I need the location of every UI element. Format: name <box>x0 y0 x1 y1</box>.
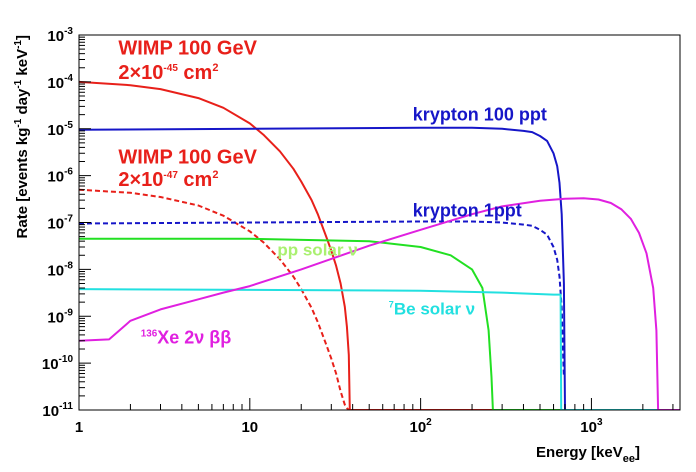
y-tick-label: 10-5 <box>47 120 73 139</box>
x-tick-label: 103 <box>580 417 603 436</box>
series-kr100-line <box>79 126 680 410</box>
series-xe136-line <box>79 197 680 410</box>
series-pp-line <box>79 237 680 410</box>
y-tick-label: 10-9 <box>47 307 73 326</box>
ticks-layer: 10-3 10-4 10-5 10-6 10-7 10-8 10-9 10-10 10-111 1… <box>42 26 674 436</box>
annotation-be7-label: 7Be solar ν <box>389 299 475 318</box>
series-layer <box>79 80 680 410</box>
x-axis-title: Energy [keVee] <box>536 444 640 465</box>
annotation-wimp47-label-2: 2×10-47 cm2 <box>118 169 218 191</box>
y-tick-label: 10-10 <box>42 354 74 373</box>
x-tick-label: 1 <box>75 419 83 436</box>
annotation-kr100-label: krypton 100 ppt <box>413 104 547 124</box>
y-tick-label: 10-8 <box>47 260 73 279</box>
annotation-wimp47-label-1: WIMP 100 GeV <box>118 147 257 169</box>
x-tick-label: 10 <box>241 419 258 436</box>
series-be7-line <box>79 288 680 410</box>
annotation-xe-label: 136Xe 2ν ββ <box>141 328 232 348</box>
y-tick-label: 10-6 <box>47 167 73 186</box>
y-tick-label: 10-3 <box>47 26 73 45</box>
annotation-pp-label: pp solar ν <box>277 240 357 259</box>
series-wimp45-line <box>79 80 680 410</box>
y-tick-label: 10-7 <box>47 214 73 233</box>
annotation-wimp45-label-1: WIMP 100 GeV <box>118 38 257 60</box>
y-axis-title: Rate [events kg-1 day-1 keV-1] <box>13 35 31 238</box>
annotation-kr1-label: krypton 1ppt <box>413 200 522 220</box>
series-wimp47-line <box>79 188 350 410</box>
annotation-wimp45-label-2: 2×10-45 cm2 <box>118 62 218 84</box>
series-kr1-line <box>79 220 565 378</box>
x-tick-label: 102 <box>409 417 432 436</box>
y-tick-label: 10-4 <box>47 73 73 92</box>
y-tick-label: 10-11 <box>42 401 73 420</box>
